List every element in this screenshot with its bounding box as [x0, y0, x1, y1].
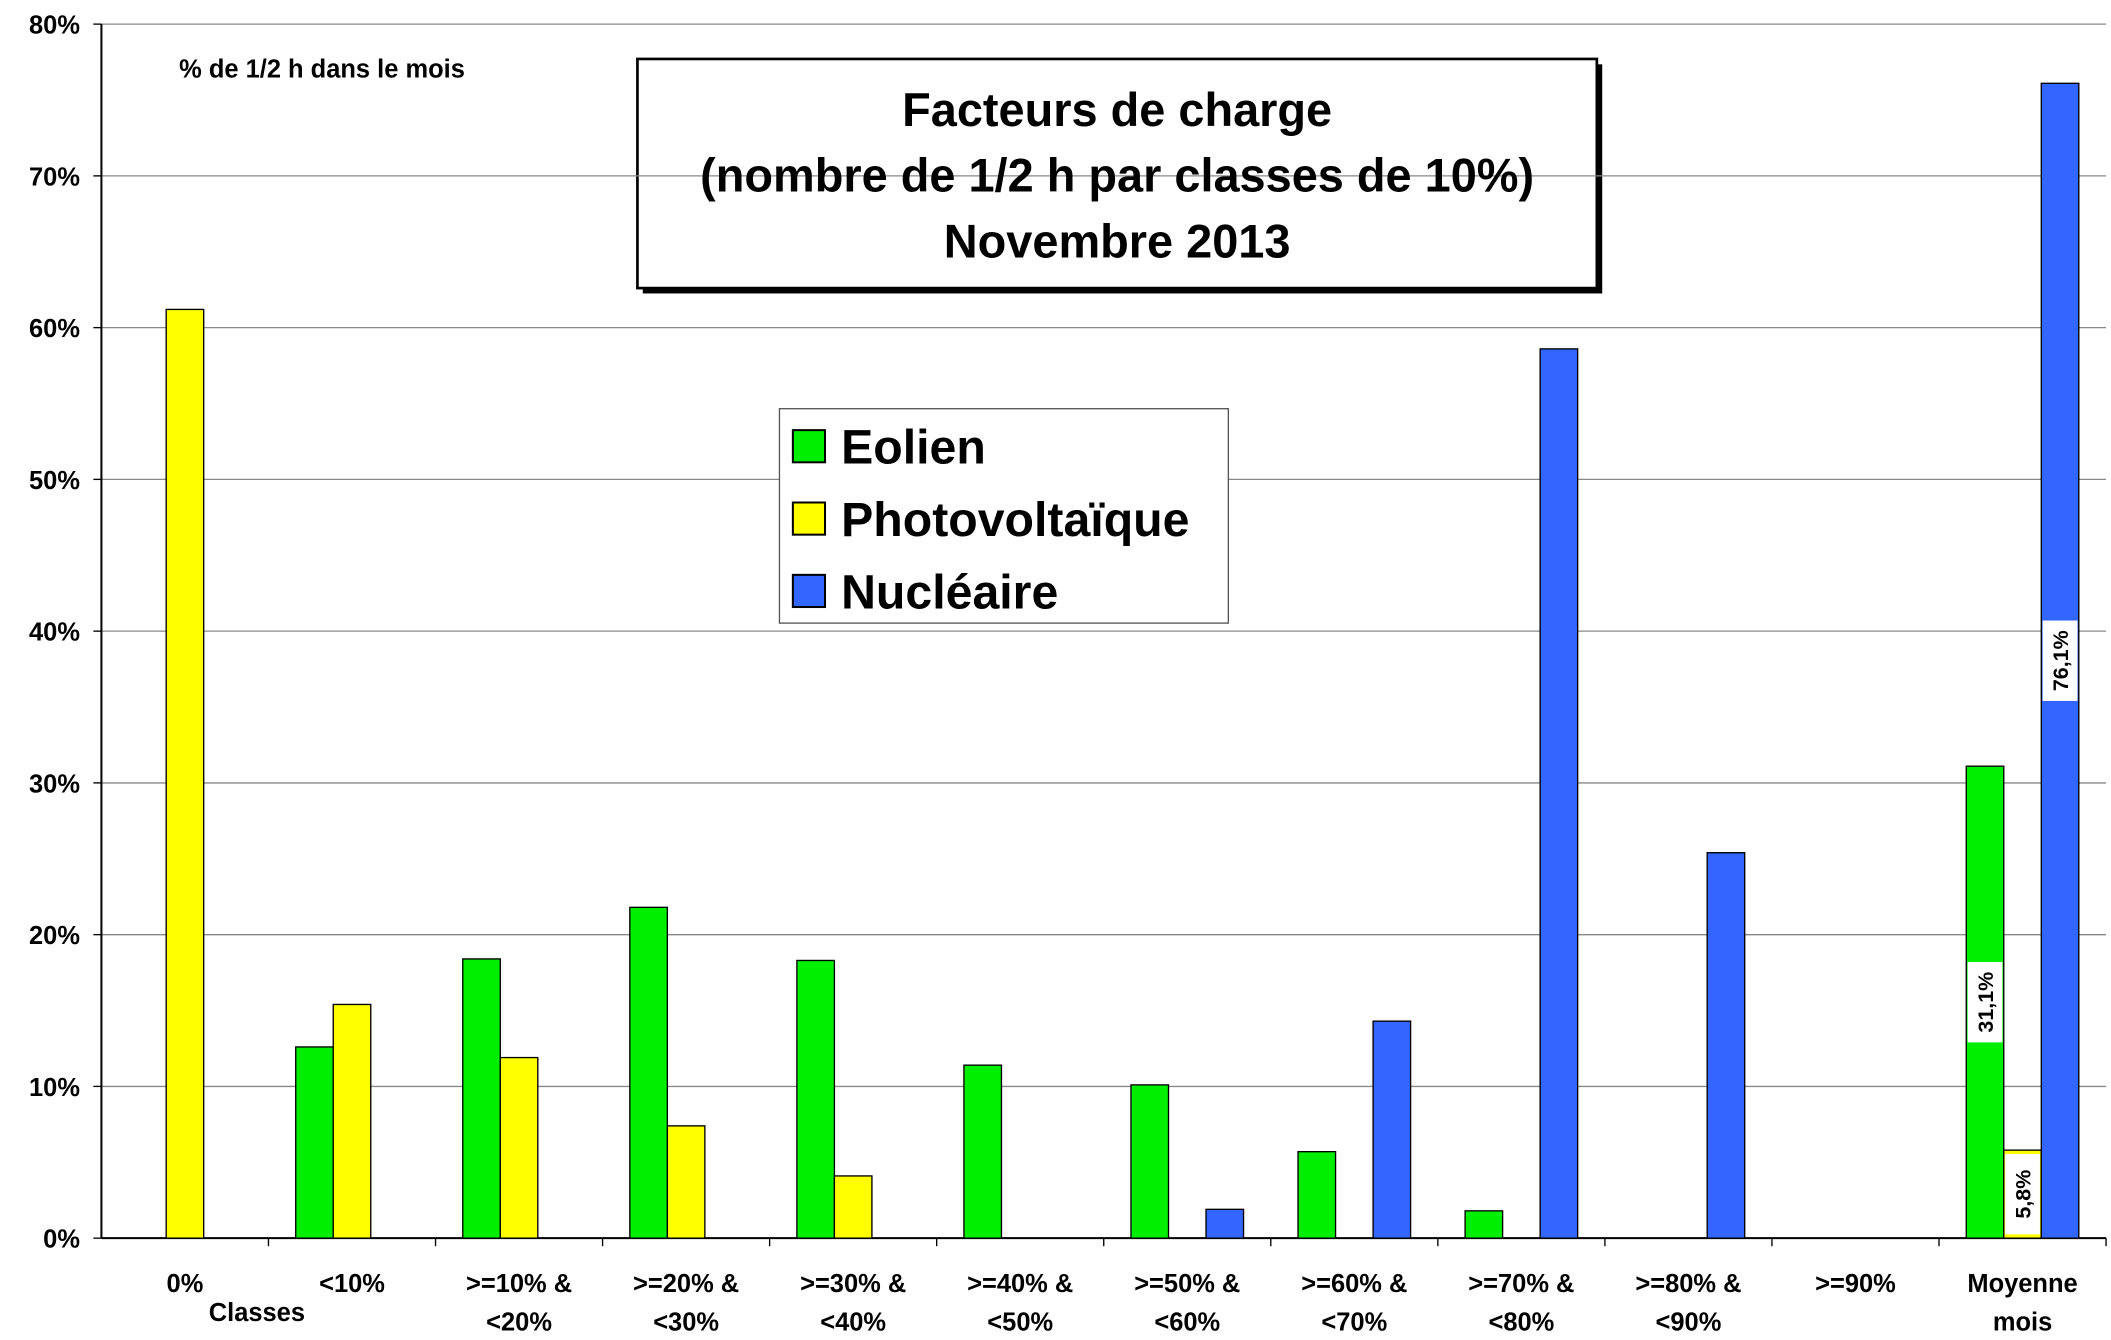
bar — [499, 1056, 539, 1239]
x-tick-label-line: <30% — [653, 1309, 719, 1337]
x-tick-label-line: >=40% & — [967, 1270, 1073, 1298]
x-tick-label-line: >=70% & — [1468, 1270, 1574, 1298]
x-tick-label: >=30% & <40% — [800, 1270, 906, 1337]
x-tick-label: <10% — [319, 1270, 385, 1298]
x-tick-label: >=40% & <50% — [967, 1270, 1073, 1337]
legend-swatch — [791, 429, 827, 464]
value-label: 5,8% — [2005, 1153, 2040, 1235]
value-label-bg — [1967, 961, 2003, 1043]
value-label-text: 31,1% — [1974, 972, 1998, 1033]
bar — [462, 958, 501, 1239]
chart-title: (nombre de 1/2 h par classes de 10%) — [700, 150, 1534, 202]
x-tick-label-line: <60% — [1154, 1309, 1220, 1337]
x-tick-label-line: <90% — [1656, 1309, 1722, 1337]
bar — [165, 308, 205, 1239]
y-tick-label: 30% — [29, 770, 80, 798]
x-tick-label-line: >=10% & — [466, 1270, 572, 1298]
y-tick-label: 20% — [29, 922, 80, 950]
bar — [1706, 852, 1746, 1239]
x-tick-label-line: >=20% & — [633, 1270, 739, 1298]
x-tick-label-line: mois — [1993, 1309, 2052, 1337]
x-tick-label: >=20% & <30% — [633, 1270, 739, 1337]
x-tick-label: Moyenne mois — [1967, 1270, 2077, 1337]
y-tick-label: 70% — [29, 163, 80, 191]
bar — [1464, 1210, 1504, 1239]
x-tick-label-line: >=50% & — [1134, 1270, 1240, 1298]
legend-label: Nucléaire — [841, 565, 1058, 619]
y-tick-label: 50% — [29, 467, 80, 495]
x-axis-label: Classes — [209, 1299, 305, 1327]
x-tick-label-line: 0% — [167, 1270, 204, 1298]
x-tick-label: 0% — [167, 1270, 204, 1298]
value-label-text: 76,1% — [2049, 630, 2073, 691]
legend-label: Photovoltaïque — [841, 493, 1189, 547]
bar — [963, 1064, 1003, 1239]
x-tick-label-line: Moyenne — [1967, 1270, 2077, 1298]
value-label: 31,1% — [1967, 961, 2003, 1043]
x-tick-label: >=50% & <60% — [1134, 1270, 1240, 1337]
bar — [1130, 1084, 1170, 1239]
value-label-bg — [2042, 620, 2078, 701]
bar — [295, 1046, 334, 1239]
x-tick-label-line: <50% — [987, 1309, 1053, 1337]
legend-swatch — [791, 501, 827, 536]
bar — [332, 1003, 372, 1239]
chart-title: Facteurs de charge — [902, 84, 1332, 136]
bar — [833, 1175, 873, 1239]
x-tick-label-line: >=60% & — [1301, 1270, 1407, 1298]
legend-swatch — [791, 573, 827, 609]
bar — [666, 1125, 706, 1239]
y-tick-label: 40% — [29, 619, 80, 647]
value-label-bg — [2005, 1153, 2040, 1235]
bar — [1205, 1208, 1245, 1239]
x-tick-label-line: <40% — [820, 1309, 886, 1337]
bar — [629, 906, 669, 1239]
y-tick-label: 60% — [29, 315, 80, 343]
x-tick-label-line: <80% — [1488, 1309, 1554, 1337]
legend-label: Eolien — [841, 421, 986, 475]
x-tick-label-line: <20% — [486, 1309, 552, 1337]
x-tick-label: >=70% & <80% — [1468, 1270, 1574, 1337]
value-label: 76,1% — [2042, 620, 2078, 701]
x-tick-label: >=80% & <90% — [1635, 1270, 1741, 1337]
bar — [1539, 348, 1579, 1239]
x-tick-label: >=90% — [1815, 1270, 1896, 1298]
y-tick-label: 0% — [43, 1226, 80, 1254]
bar — [796, 959, 836, 1239]
bar — [1297, 1150, 1337, 1239]
y-tick-label: 10% — [29, 1074, 80, 1102]
x-tick-label: >=60% & <70% — [1301, 1270, 1407, 1337]
y-tick-label: 80% — [29, 12, 80, 40]
legend-box — [778, 408, 1230, 624]
x-tick-label-line: >=90% — [1815, 1270, 1896, 1298]
x-tick-label: >=10% & <20% — [466, 1270, 572, 1337]
bar — [1372, 1020, 1412, 1239]
x-tick-label-line: >=30% & — [800, 1270, 906, 1298]
y-axis-label: % de 1/2 h dans le mois — [179, 56, 465, 84]
chart-title: Novembre 2013 — [944, 215, 1291, 267]
x-tick-label-line: <70% — [1321, 1309, 1387, 1337]
value-label-text: 5,8% — [2012, 1170, 2036, 1219]
x-tick-label-line: <10% — [319, 1270, 385, 1298]
title-box — [636, 57, 1599, 290]
x-tick-label-line: >=80% & — [1635, 1270, 1741, 1298]
